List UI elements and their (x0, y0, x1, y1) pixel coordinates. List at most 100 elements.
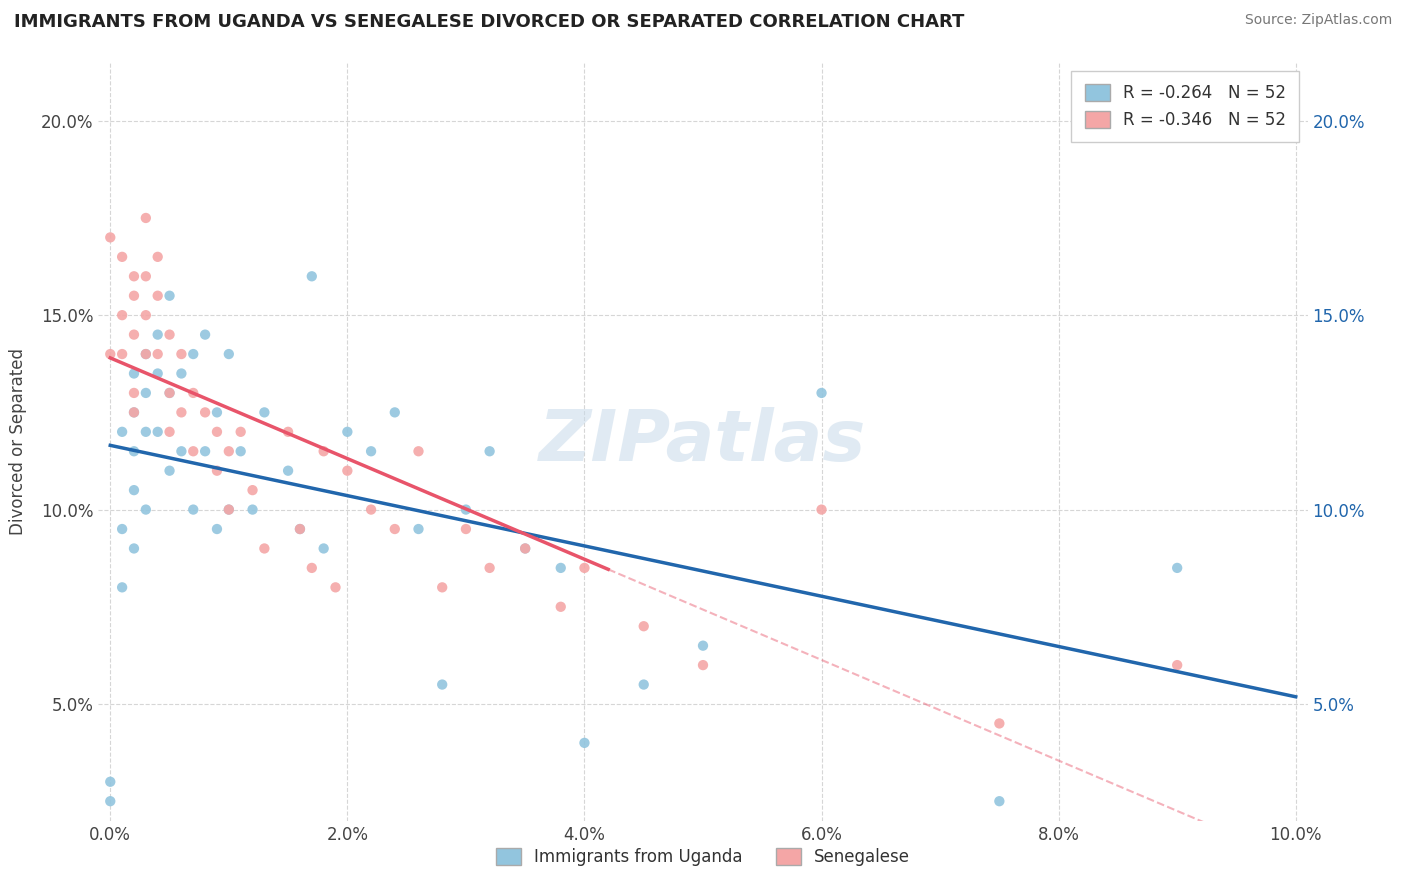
Point (122, 541, 145, 556)
Point (633, 677, 655, 691)
Point (360, 502, 382, 516)
Point (218, 347, 240, 361)
Point (454, 522, 477, 536)
Point (277, 464, 299, 478)
Point (312, 541, 335, 556)
Point (194, 327, 217, 342)
Point (111, 522, 134, 536)
Point (242, 483, 264, 497)
Point (181, 502, 204, 516)
Point (633, 619, 655, 633)
Point (122, 269, 145, 284)
Point (98, 794, 121, 808)
Point (515, 541, 537, 556)
Point (301, 269, 323, 284)
Point (253, 405, 276, 419)
Point (135, 425, 157, 439)
Point (159, 289, 181, 303)
Point (242, 502, 264, 516)
Point (146, 367, 169, 381)
Text: Source: ZipAtlas.com: Source: ZipAtlas.com (1244, 13, 1392, 28)
Point (384, 405, 406, 419)
Point (98, 230, 121, 244)
Point (336, 425, 359, 439)
Point (122, 289, 145, 303)
Point (135, 347, 157, 361)
Point (135, 308, 157, 322)
Point (159, 464, 181, 478)
Text: ZIPatlas: ZIPatlas (540, 407, 866, 476)
Point (98, 347, 121, 361)
Point (205, 522, 228, 536)
Point (135, 386, 157, 401)
Point (159, 327, 181, 342)
Point (692, 639, 714, 653)
Point (159, 386, 181, 401)
Point (253, 541, 276, 556)
Point (194, 405, 217, 419)
Legend: R = -0.264   N = 52, R = -0.346   N = 52: R = -0.264 N = 52, R = -0.346 N = 52 (1071, 70, 1299, 142)
Point (111, 250, 134, 264)
Point (229, 425, 252, 439)
Point (146, 250, 169, 264)
Point (170, 405, 193, 419)
Point (122, 327, 145, 342)
Point (478, 444, 501, 458)
Point (692, 658, 714, 673)
Point (146, 289, 169, 303)
Point (170, 367, 193, 381)
Point (159, 425, 181, 439)
Point (135, 211, 157, 225)
Point (205, 405, 228, 419)
Point (122, 405, 145, 419)
Point (122, 367, 145, 381)
Point (574, 736, 596, 750)
Point (1166, 561, 1188, 575)
Point (325, 580, 347, 594)
Point (122, 483, 145, 497)
Text: IMMIGRANTS FROM UGANDA VS SENEGALESE DIVORCED OR SEPARATED CORRELATION CHART: IMMIGRANTS FROM UGANDA VS SENEGALESE DIV… (14, 13, 965, 31)
Point (122, 386, 145, 401)
Point (170, 444, 193, 458)
Point (135, 502, 157, 516)
Point (181, 444, 204, 458)
Point (988, 794, 1011, 808)
Point (408, 444, 430, 458)
Legend: Immigrants from Uganda, Senegalese: Immigrants from Uganda, Senegalese (488, 840, 918, 875)
Point (98, 774, 121, 789)
Point (205, 464, 228, 478)
Point (550, 599, 572, 614)
Point (146, 425, 169, 439)
Point (181, 386, 204, 401)
Point (574, 561, 596, 575)
Point (146, 327, 169, 342)
Point (810, 502, 832, 516)
Point (408, 522, 430, 536)
Point (111, 308, 134, 322)
Point (194, 444, 217, 458)
Point (810, 386, 832, 401)
Point (312, 444, 335, 458)
Point (515, 541, 537, 556)
Point (181, 347, 204, 361)
Point (277, 425, 299, 439)
Point (288, 522, 311, 536)
Point (122, 444, 145, 458)
Point (360, 444, 382, 458)
Point (988, 716, 1011, 731)
Point (550, 561, 572, 575)
Point (111, 347, 134, 361)
Point (218, 502, 240, 516)
Point (384, 522, 406, 536)
Point (336, 464, 359, 478)
Point (288, 522, 311, 536)
Y-axis label: Divorced or Separated: Divorced or Separated (10, 348, 27, 535)
Point (111, 580, 134, 594)
Point (301, 561, 323, 575)
Point (122, 405, 145, 419)
Point (111, 425, 134, 439)
Point (218, 444, 240, 458)
Point (146, 347, 169, 361)
Point (229, 444, 252, 458)
Point (205, 425, 228, 439)
